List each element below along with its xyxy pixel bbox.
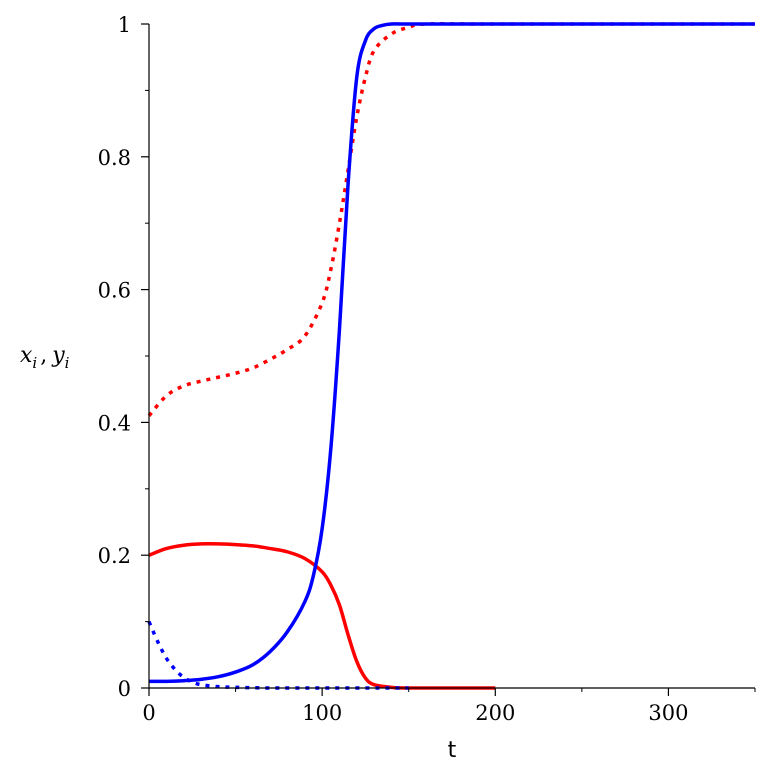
- y-axis-label: xi, yi: [20, 343, 70, 372]
- x-tick-label: 100: [302, 701, 342, 725]
- x-tick-label: 0: [142, 701, 155, 725]
- y-tick-label: 0: [118, 677, 131, 701]
- y-label-sub-i2: i: [65, 354, 70, 372]
- y-label-sep: ,: [40, 343, 47, 368]
- series-layer: [147, 22, 755, 690]
- y-tick-label: 0.8: [98, 146, 131, 170]
- x-tick-label: 200: [475, 701, 515, 725]
- series-line-1: [147, 22, 755, 417]
- y-label-x: x: [20, 343, 33, 368]
- y-tick-label: 0.2: [98, 544, 131, 568]
- y-tick-label: 0.6: [98, 279, 131, 303]
- x-tick-label: 300: [648, 701, 688, 725]
- series-line-0: [148, 542, 496, 690]
- series-line-2: [148, 22, 755, 684]
- y-label-y: y: [51, 343, 65, 368]
- x-axis-label: t: [448, 738, 457, 763]
- axes-layer: 0 0.2 0.4 0.6 0.8 1 0 100 200 300: [98, 13, 756, 725]
- series-line-3: [147, 620, 409, 690]
- y-tick-label: 1: [118, 13, 131, 37]
- y-label-sub-i: i: [32, 354, 37, 372]
- y-tick-label: 0.4: [98, 411, 131, 435]
